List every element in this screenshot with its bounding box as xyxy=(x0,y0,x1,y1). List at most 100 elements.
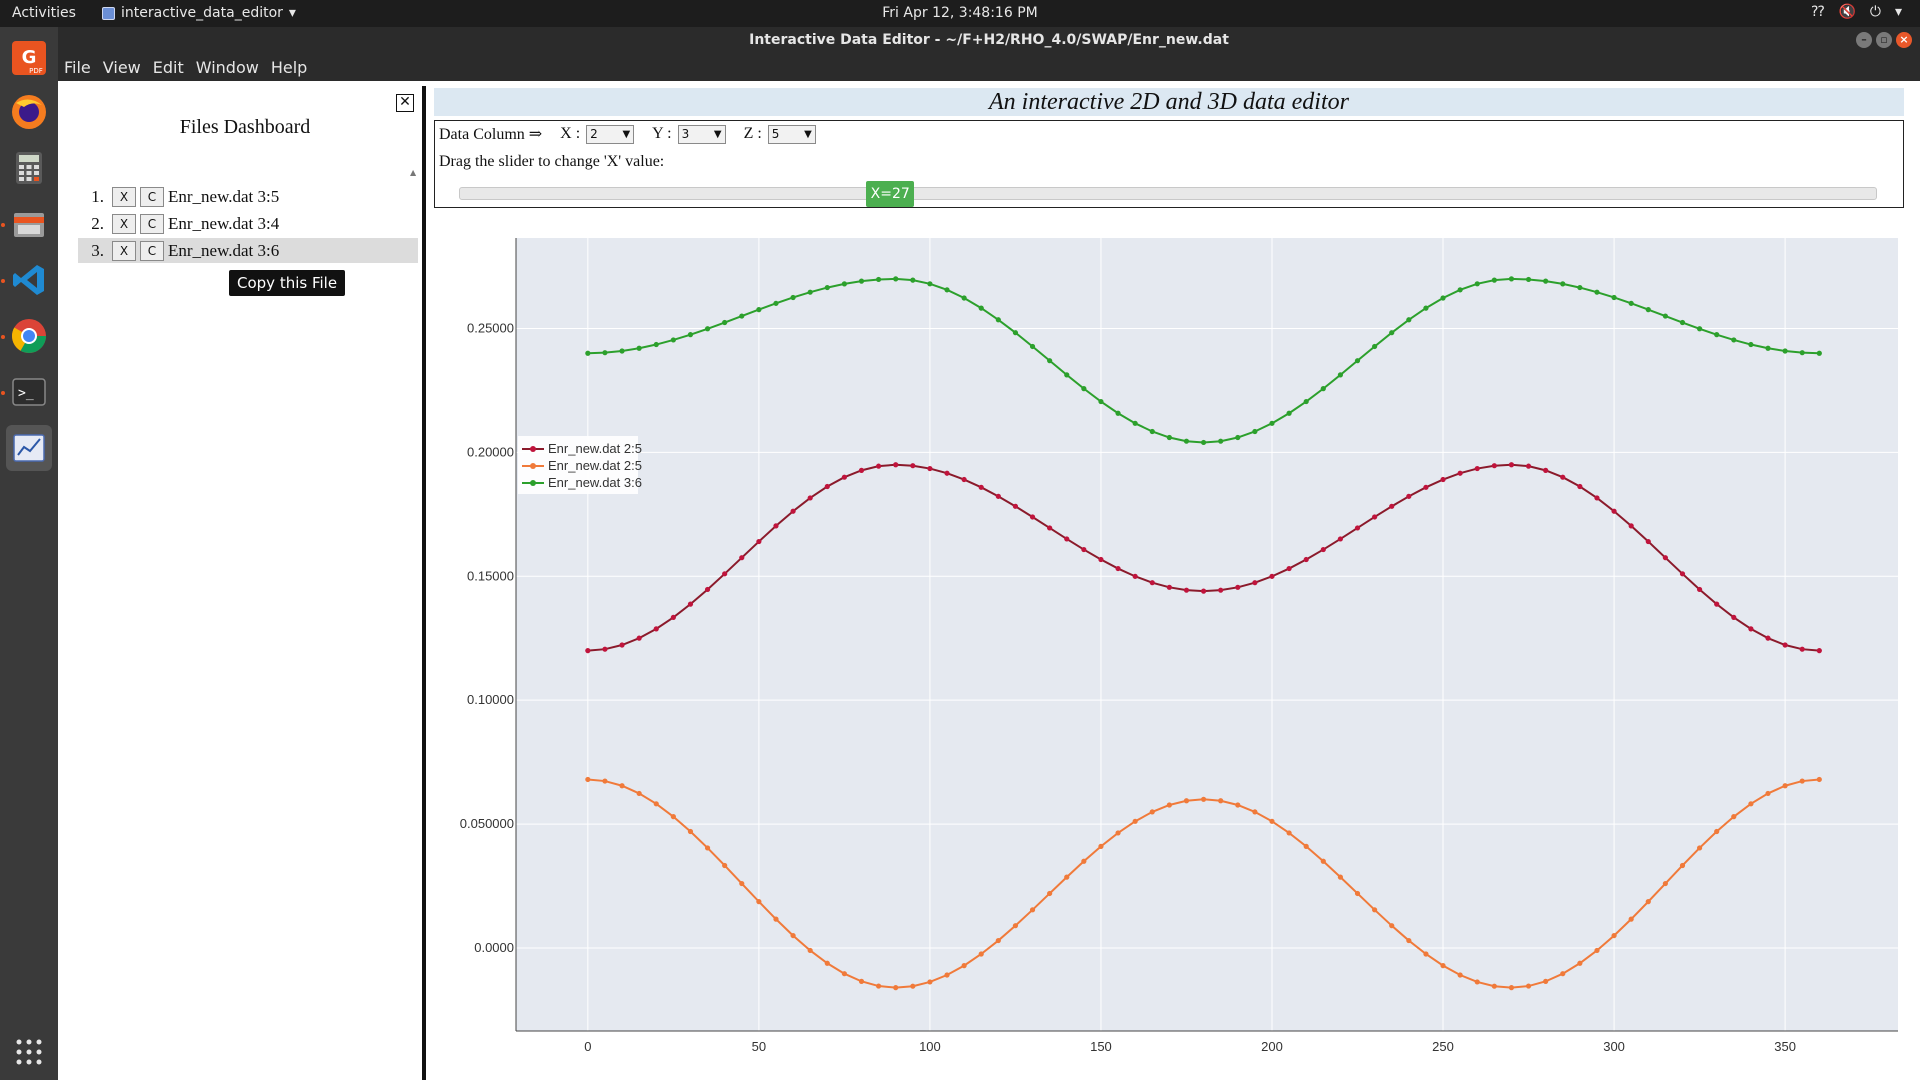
data-point xyxy=(1714,828,1720,835)
minimize-button[interactable]: – xyxy=(1856,32,1872,48)
data-point xyxy=(1560,474,1566,480)
data-point xyxy=(1354,525,1361,531)
close-button[interactable]: × xyxy=(1896,32,1912,48)
network-icon[interactable]: ⁇ xyxy=(1811,4,1825,20)
close-dashboard-button[interactable]: ✕ xyxy=(396,94,414,112)
power-icon[interactable]: ⏻ xyxy=(1869,4,1881,20)
file-item[interactable]: 1. X C Enr_new.dat 3:5 xyxy=(78,184,418,209)
data-point xyxy=(1423,951,1429,957)
data-point xyxy=(1081,386,1087,392)
app-menu[interactable]: interactive_data_editor ▾ xyxy=(102,5,296,21)
scroll-up-arrow[interactable]: ▲ xyxy=(410,168,417,177)
data-point xyxy=(1183,438,1190,444)
x-slider-handle[interactable]: X=27 xyxy=(866,181,915,207)
data-point xyxy=(687,601,694,607)
chevron-down-icon[interactable]: ▾ xyxy=(1894,4,1902,20)
menu-view[interactable]: View xyxy=(102,57,141,77)
data-point xyxy=(1235,802,1241,808)
menu-file[interactable]: File xyxy=(64,57,91,77)
system-tray[interactable]: ⁇ 🔇 ⏻ ▾ xyxy=(1812,4,1902,20)
menu-help[interactable]: Help xyxy=(270,57,308,77)
data-point xyxy=(1525,276,1532,283)
data-point xyxy=(1081,858,1087,864)
data-point xyxy=(858,278,865,284)
remove-file-button[interactable]: X xyxy=(112,240,136,261)
running-indicator xyxy=(1,223,5,227)
file-manager-icon[interactable] xyxy=(6,201,52,247)
window-title: Interactive Data Editor - ~/F+H2/RHO_4.0… xyxy=(749,32,1229,48)
copy-file-button[interactable]: C xyxy=(140,186,164,207)
app-grid-icon[interactable] xyxy=(6,1029,52,1075)
legend[interactable]: Enr_new.dat 2:5 Enr_new.dat 2:5 Enr_new.da… xyxy=(518,436,642,494)
data-point xyxy=(1183,798,1190,804)
menu-edit[interactable]: Edit xyxy=(152,57,184,77)
remove-file-button[interactable]: X xyxy=(112,186,136,207)
data-point xyxy=(893,462,899,468)
data-point xyxy=(1166,802,1172,808)
data-point xyxy=(1354,358,1361,364)
data-point xyxy=(1149,809,1155,815)
chevron-down-icon: ▼ xyxy=(804,128,812,140)
chrome-icon[interactable] xyxy=(6,313,52,359)
data-point xyxy=(1491,277,1497,283)
data-point xyxy=(824,284,830,291)
vscode-icon[interactable] xyxy=(6,257,52,303)
data-point xyxy=(722,571,728,577)
data-point xyxy=(1457,470,1463,476)
pdf-editor-icon[interactable]: G PDF xyxy=(6,35,52,81)
terminal-icon[interactable]: >_ xyxy=(6,369,52,415)
file-name[interactable]: Enr_new.dat 3:4 xyxy=(168,213,280,233)
data-point xyxy=(1765,635,1771,641)
file-item-selected[interactable]: 3. X C Enr_new.dat 3:6 xyxy=(78,238,418,263)
clock[interactable]: Fri Apr 12, 3:48:16 PM xyxy=(882,5,1038,21)
data-point xyxy=(1748,341,1754,348)
x-slider-track[interactable] xyxy=(459,187,1877,200)
data-point xyxy=(1149,580,1155,586)
x-column-select[interactable]: 2 ▼ xyxy=(586,124,635,144)
y-tick-label: 0.050000 xyxy=(460,816,514,831)
data-point xyxy=(739,555,745,561)
data-point xyxy=(1457,972,1463,978)
x-tick-label: 50 xyxy=(752,1039,766,1054)
data-point xyxy=(1714,601,1720,607)
y-column-select[interactable]: 3 ▼ xyxy=(677,124,726,144)
line-chart[interactable]: 0 50 100 150 200 250 300 350 0.0000 0.050000 0.100… xyxy=(432,86,1920,1080)
data-point xyxy=(1115,830,1121,836)
data-editor-icon[interactable] xyxy=(6,425,52,471)
data-point xyxy=(739,880,745,887)
data-point xyxy=(1696,326,1703,332)
remove-file-button[interactable]: X xyxy=(112,213,136,234)
file-item[interactable]: 2. X C Enr_new.dat 3:4 xyxy=(78,211,418,236)
data-point xyxy=(824,960,830,966)
y-tick-label: 0.20000 xyxy=(467,444,514,459)
data-point xyxy=(910,463,916,469)
data-point xyxy=(1235,584,1241,590)
data-point xyxy=(995,493,1001,499)
file-name[interactable]: Enr_new.dat 3:6 xyxy=(168,240,280,260)
data-point xyxy=(602,778,608,784)
data-point xyxy=(1372,907,1378,913)
data-point xyxy=(995,317,1001,323)
data-point xyxy=(1440,963,1446,969)
data-point xyxy=(1508,462,1515,468)
activities-button[interactable]: Activities xyxy=(12,5,76,21)
data-point xyxy=(1047,890,1053,897)
legend-label: Enr_new.dat 3:6 xyxy=(548,475,642,490)
panel-divider[interactable] xyxy=(422,86,426,1080)
menu-window[interactable]: Window xyxy=(195,57,259,77)
data-point xyxy=(1696,845,1703,851)
z-label: Z : xyxy=(743,125,762,142)
svg-text:PDF: PDF xyxy=(29,67,43,75)
data-point xyxy=(1748,801,1754,807)
data-point xyxy=(1577,960,1583,966)
file-name[interactable]: Enr_new.dat 3:5 xyxy=(168,186,280,206)
maximize-button[interactable]: ▫ xyxy=(1876,32,1892,48)
firefox-icon[interactable] xyxy=(6,89,52,135)
window-titlebar[interactable]: Interactive Data Editor - ~/F+H2/RHO_4.0… xyxy=(58,27,1920,53)
calculator-icon[interactable] xyxy=(6,145,52,191)
copy-file-button[interactable]: C xyxy=(140,213,164,234)
z-column-select[interactable]: 5 ▼ xyxy=(767,124,816,144)
data-point xyxy=(1269,818,1275,824)
volume-icon[interactable]: 🔇 xyxy=(1838,4,1856,20)
copy-file-button[interactable]: C xyxy=(140,240,164,261)
